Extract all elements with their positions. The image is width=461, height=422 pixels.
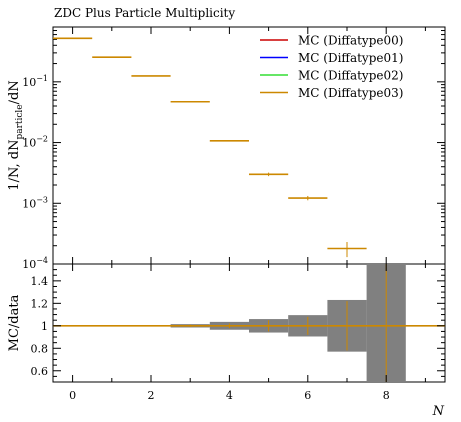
x-tick-label: 2 — [148, 389, 155, 402]
y-tick-label: 10−2 — [22, 135, 48, 150]
ratio-panel: 0.6 0.8 1 1.2 1.4 MC/data 0 2 4 6 8 N — [7, 263, 446, 419]
x-axis-label: N — [432, 404, 445, 419]
y-tick-label: 10−3 — [22, 195, 48, 210]
ratio-frame — [52, 263, 446, 383]
x-tick-label: 4 — [226, 389, 233, 402]
legend-label: MC (Diffatype03) — [298, 86, 403, 100]
ratio-y-tick-label: 1.4 — [31, 275, 49, 288]
y-tick-label: 10−1 — [22, 74, 48, 89]
ratio-y-tick-label: 1.2 — [31, 297, 49, 310]
ratio-y-tick-label: 0.6 — [31, 365, 49, 378]
y-axis-label: 1/N, dNparticle/dN — [7, 80, 25, 190]
ratio-y-tick-label: 0.8 — [31, 342, 49, 355]
y-tick-label: 10−4 — [22, 256, 48, 271]
x-tick-label: 6 — [304, 389, 311, 402]
x-tick-label: 0 — [69, 389, 76, 402]
ratio-y-axis-label: MC/data — [7, 294, 22, 351]
legend-label: MC (Diffatype02) — [298, 69, 403, 83]
legend-label: MC (Diffatype01) — [298, 51, 403, 65]
chart-title: ZDC Plus Particle Multiplicity — [54, 6, 235, 20]
x-tick-label: 8 — [383, 389, 390, 402]
legend-label: MC (Diffatype00) — [298, 34, 403, 48]
main-panel: ZDC Plus Particle Multiplicity 10−4 10−3 10… — [7, 6, 446, 271]
ratio-y-tick-label: 1 — [41, 320, 48, 333]
